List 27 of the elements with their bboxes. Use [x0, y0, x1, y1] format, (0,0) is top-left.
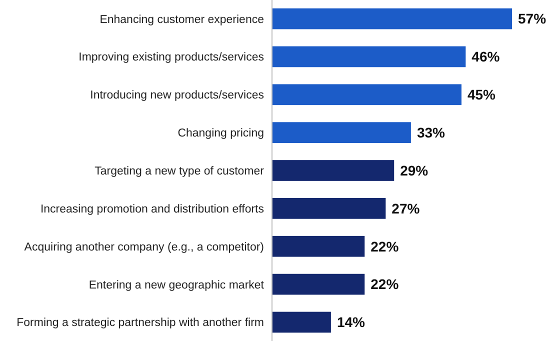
- data-label: 33%: [416, 124, 446, 140]
- data-label: 27%: [392, 200, 420, 216]
- data-label: 22%: [370, 276, 400, 292]
- bar: [272, 46, 466, 68]
- bar: [272, 274, 365, 295]
- y-tick-label: Increasing promotion and distribution efforts: [40, 203, 264, 216]
- y-tick-label: Acquiring another company (e.g., a competitor): [24, 241, 264, 254]
- data-label: 29%: [400, 162, 429, 178]
- bar: [272, 122, 411, 143]
- y-tick-label: Improving existing products/services: [78, 52, 264, 64]
- data-label: 22%: [370, 238, 400, 254]
- bar: [272, 198, 386, 219]
- data-label: 46%: [472, 48, 500, 65]
- bar: [272, 312, 331, 333]
- bar: [272, 8, 512, 30]
- bar: [272, 236, 365, 257]
- y-tick-label: Introducing new products/services: [90, 90, 264, 102]
- y-tick-label: Entering a new geographic market: [88, 279, 265, 292]
- y-tick-label: Changing pricing: [178, 128, 264, 140]
- data-label: 57%: [518, 10, 547, 27]
- bar: [272, 160, 394, 181]
- data-label: 14%: [336, 314, 366, 330]
- y-tick-label: Targeting a new type of customer: [94, 166, 264, 178]
- y-tick-label: Enhancing customer experience: [100, 14, 264, 26]
- bar: [272, 84, 462, 106]
- y-tick-label: Forming a strategic partnership with another firm: [16, 317, 264, 330]
- data-label: 45%: [467, 86, 496, 103]
